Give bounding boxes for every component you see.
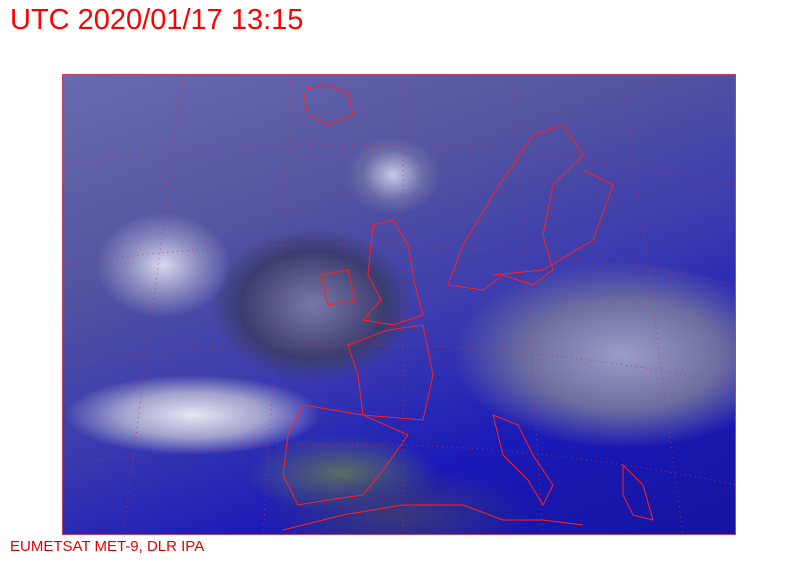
coastline-overlay [63,75,735,534]
coastline-north-africa [282,504,584,531]
coastline-ireland [320,269,356,306]
coastline-iberia [282,404,409,506]
data-source-credit: EUMETSAT MET-9, DLR IPA [10,538,205,555]
coastline-scandinavia [447,124,584,291]
satellite-map [62,74,736,535]
coastlines [282,84,654,531]
coastline-iceland [302,84,354,126]
coastline-france [347,324,434,421]
coastline-greece [622,463,654,521]
coastline-britain [362,219,424,326]
graticule [63,75,735,534]
timestamp-title: UTC 2020/01/17 13:15 [10,4,304,36]
coastline-italy [492,414,554,507]
coastline-baltic [492,169,614,276]
